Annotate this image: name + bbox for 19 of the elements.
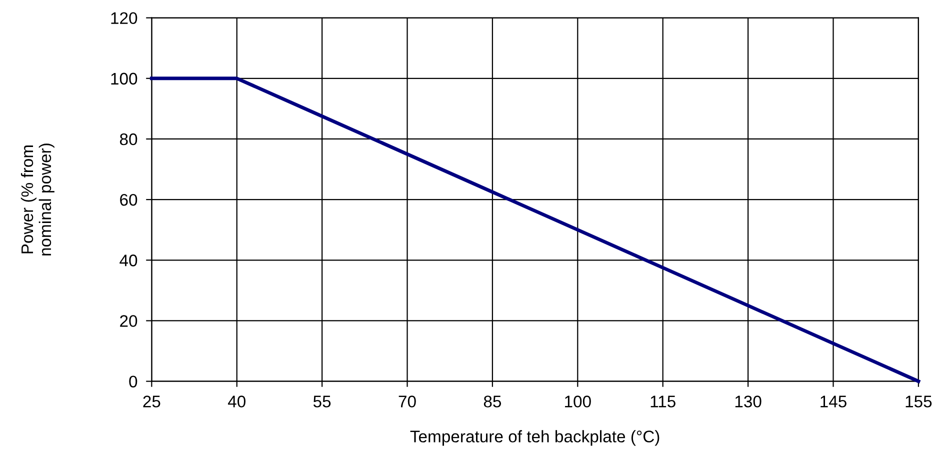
x-axis-title: Temperature of teh backplate (°C) bbox=[410, 430, 660, 446]
y-tick-label: 20 bbox=[120, 315, 138, 327]
y-tick-label: 0 bbox=[129, 376, 138, 388]
y-axis-title: Power (% from nominal power) bbox=[20, 144, 54, 256]
x-tick-label: 100 bbox=[565, 396, 591, 408]
x-tick-label: 145 bbox=[820, 396, 846, 408]
y-tick-label: 100 bbox=[111, 72, 138, 85]
x-tick-label: 55 bbox=[313, 396, 331, 408]
x-tick-label: 85 bbox=[484, 396, 502, 408]
y-tick-label: 80 bbox=[120, 133, 138, 146]
y-tick-label: 60 bbox=[120, 194, 138, 206]
x-tick-label: 70 bbox=[398, 396, 416, 408]
x-tick-label: 115 bbox=[650, 396, 676, 408]
x-tick-label: 130 bbox=[735, 396, 762, 408]
y-tick-label: 40 bbox=[120, 254, 138, 266]
y-tick-label: 120 bbox=[111, 12, 138, 24]
x-tick-label: 25 bbox=[143, 396, 160, 408]
x-tick-label: 40 bbox=[228, 396, 246, 408]
x-tick-label: 155 bbox=[906, 396, 932, 408]
